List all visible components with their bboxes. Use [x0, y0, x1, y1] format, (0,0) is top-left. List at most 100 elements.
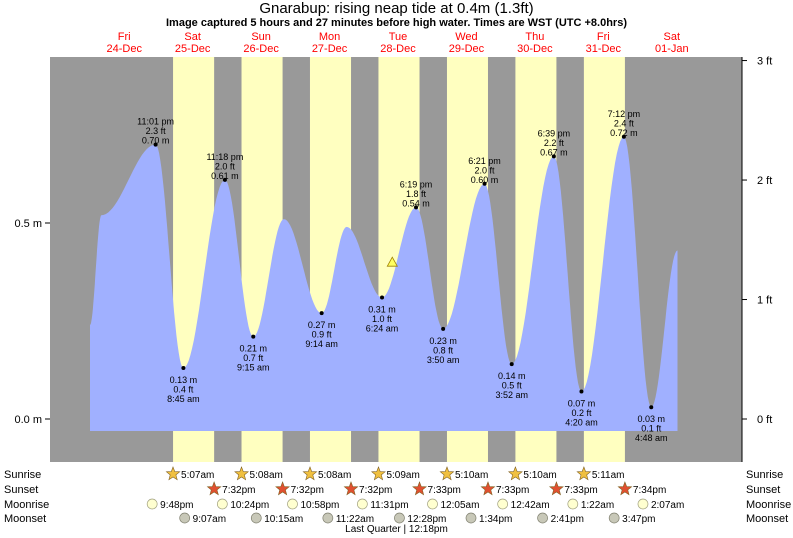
row-label-left: Moonset [4, 513, 46, 524]
row-label-right: Sunset [746, 484, 780, 496]
moonrise-icon [427, 498, 438, 510]
moonrise-icon [287, 498, 298, 510]
tide-label: 2.2 ft [544, 138, 565, 148]
tide-label: 4:48 am [635, 433, 668, 443]
tide-label: 6:21 pm [468, 156, 501, 166]
tide-label: 2.0 ft [215, 161, 236, 171]
moonrise-icon [497, 498, 509, 510]
moonrise-time: 11:31pm [370, 500, 408, 511]
tide-label: 9:14 am [305, 339, 338, 349]
tide-label: 0.21 m [240, 344, 268, 354]
moonrise-icon [216, 498, 228, 510]
sunset-time: 7:32pm [222, 485, 255, 496]
sunrise-icon [507, 466, 523, 481]
tide-label: 0.23 m [429, 336, 457, 346]
right-tick-label: 3 ft [757, 56, 772, 68]
sunset-time: 7:33pm [496, 485, 529, 496]
moonrise-time: 10:58pm [300, 500, 339, 511]
sun-moon-rows: Sunrise Sunrise Sunset Sunset Moonrise Moonri… [4, 466, 791, 524]
moonrise-time: 12:42am [511, 500, 550, 511]
moonset-icon [179, 512, 191, 524]
moonset-icon [465, 512, 477, 524]
tide-area [90, 136, 678, 432]
moonset-icon [537, 512, 548, 524]
current-tide-marker [386, 256, 398, 267]
moonrise-icon [567, 498, 579, 510]
low-tide-point [579, 389, 584, 394]
row-label-left: Sunrise [4, 469, 41, 481]
high-tide-point [621, 134, 626, 139]
sunset-time: 7:33pm [564, 485, 597, 496]
tide-label: 0.03 m [637, 414, 665, 424]
high-tide-point [551, 154, 556, 159]
moonset-time: 11:22am [336, 514, 374, 524]
moonset-time: 3:47pm [622, 514, 655, 524]
tide-label: 0.31 m [368, 304, 396, 314]
moonset-time: 1:34pm [479, 514, 512, 524]
left-tick-label: 0.0 m [14, 414, 42, 426]
tide-label: 2.3 ft [146, 126, 167, 136]
sunset-time: 7:33pm [428, 485, 461, 496]
axes: 0.0 m 0.5 m 0 ft 1 ft 2 ft 3 ft [14, 56, 772, 462]
moonset-icon [608, 512, 620, 524]
moonrise-icon [637, 498, 649, 510]
sunrise-icon [576, 466, 592, 481]
row-label-left: Moonrise [4, 499, 49, 511]
row-label-right: Moonrise [746, 499, 791, 511]
tide-label: 1.0 ft [372, 314, 393, 324]
day-date: 31-Dec [586, 43, 622, 55]
tide-label: 0.8 ft [433, 345, 454, 355]
sunrise-time: 5:09am [386, 470, 419, 481]
sunset-icon [412, 481, 428, 496]
tide-label: 0.7 ft [243, 353, 264, 363]
sunset-icon [206, 481, 222, 496]
sunrise-time: 5:08am [318, 470, 351, 481]
day-name: Fri [118, 31, 131, 43]
day-name: Fri [597, 31, 610, 43]
high-tide-point [414, 205, 419, 210]
sunrise-icon [439, 466, 455, 481]
row-label-left: Sunset [4, 484, 38, 496]
sunrise-time: 5:08am [250, 470, 283, 481]
day-date: 26-Dec [243, 43, 279, 55]
sunrise-icon [165, 466, 181, 481]
tide-label: 0.27 m [308, 320, 336, 330]
tide-label: 2.4 ft [614, 118, 635, 128]
moonset-icon [394, 512, 405, 524]
low-tide-point [649, 405, 654, 410]
day-date: 01-Jan [655, 43, 689, 55]
sunrise-time: 5:10am [455, 470, 488, 481]
day-date: 24-Dec [106, 43, 142, 55]
right-tick-label: 2 ft [757, 175, 772, 187]
sunrise-icon [234, 466, 250, 481]
moonset-time: 2:41pm [551, 514, 584, 524]
sunrise-icon [370, 466, 386, 481]
low-tide-point [181, 366, 186, 371]
low-tide-point [251, 334, 256, 339]
tide-label: 3:52 am [495, 390, 528, 400]
tide-label: 0.54 m [402, 198, 430, 208]
sunset-icon [548, 481, 564, 496]
sunrise-icon [302, 466, 318, 481]
chart-title: Gnarabup: rising neap tide at 0.4m (1.3f… [259, 0, 534, 17]
tide-label: 4:20 am [565, 418, 598, 428]
moonrise-icon [146, 498, 158, 510]
low-tide-point [441, 326, 446, 331]
moonrise-time: 9:48pm [160, 500, 193, 511]
moonset-time: 9:07am [193, 514, 226, 524]
low-tide-point [319, 311, 324, 316]
tide-label: 0.2 ft [571, 408, 592, 418]
tide-label: 0.5 ft [502, 381, 523, 391]
tide-label: 0.1 ft [641, 424, 662, 434]
sunset-icon [480, 481, 496, 496]
day-date: 25-Dec [175, 43, 211, 55]
sunset-icon [343, 481, 359, 496]
day-date: 30-Dec [517, 43, 553, 55]
right-tick-label: 0 ft [757, 414, 772, 426]
high-tide-point [153, 142, 158, 147]
tide-label: 0.14 m [498, 371, 526, 381]
moonrise-time: 10:24pm [230, 500, 269, 511]
tide-label: 0.9 ft [312, 330, 333, 340]
tide-label: 0.72 m [610, 128, 638, 138]
left-tick-label: 0.5 m [14, 218, 42, 230]
